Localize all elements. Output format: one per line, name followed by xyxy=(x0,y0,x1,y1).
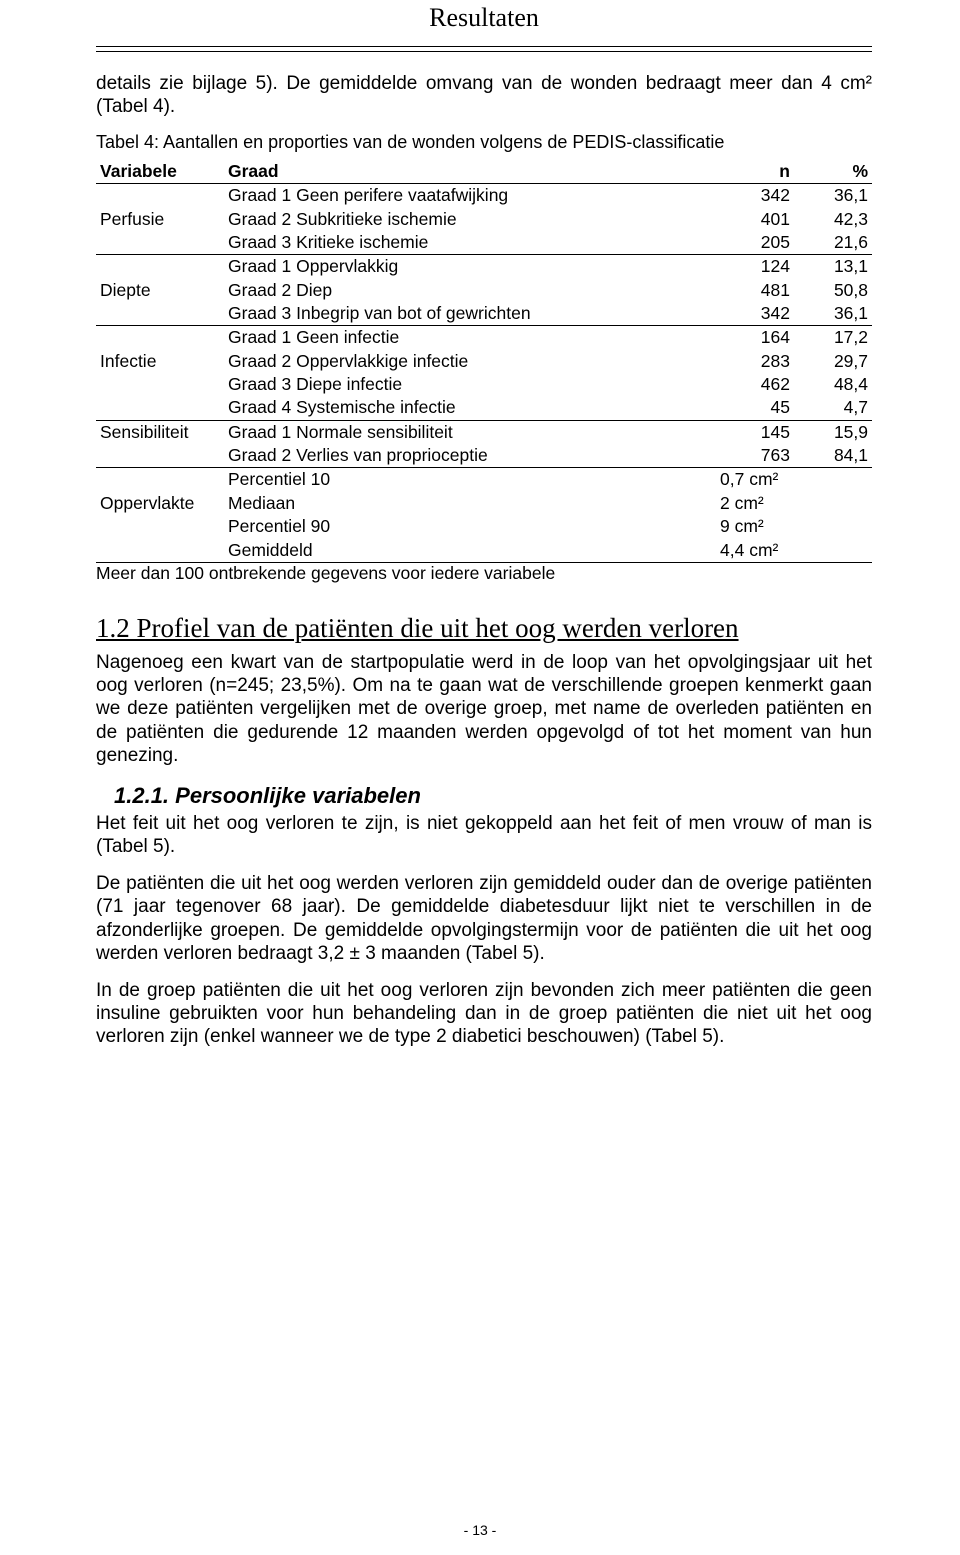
page-header: Resultaten xyxy=(96,0,872,40)
table-row: PerfusieGraad 2 Subkritieke ischemie4014… xyxy=(96,208,872,231)
table-row: DiepteGraad 2 Diep48150,8 xyxy=(96,279,872,302)
table-row: SensibiliteitGraad 1 Normale sensibilite… xyxy=(96,420,872,444)
pedis-table: Variabele Graad n % Graad 1 Geen perifer… xyxy=(96,160,872,563)
cell-pct: 36,1 xyxy=(794,302,872,326)
table-row: Graad 4 Systemische infectie454,7 xyxy=(96,396,872,420)
table-row: Graad 1 Geen perifere vaatafwijking34236… xyxy=(96,184,872,208)
table-row: Graad 1 Geen infectie16417,2 xyxy=(96,326,872,350)
row-label: Infectie xyxy=(96,350,224,373)
cell-pct: 13,1 xyxy=(794,255,872,279)
cell-graad: Graad 1 Oppervlakkig xyxy=(224,255,716,279)
table-row: InfectieGraad 2 Oppervlakkige infectie28… xyxy=(96,350,872,373)
page-number: - 13 - xyxy=(0,1522,960,1539)
cell-n: 462 xyxy=(716,373,794,396)
table-row: Graad 1 Oppervlakkig12413,1 xyxy=(96,255,872,279)
table-footer: Meer dan 100 ontbrekende gegevens voor i… xyxy=(96,563,872,584)
row-label xyxy=(96,373,224,396)
cell-graad: Graad 2 Oppervlakkige infectie xyxy=(224,350,716,373)
table-row: Graad 3 Inbegrip van bot of gewrichten34… xyxy=(96,302,872,326)
cell-graad: Graad 2 Diep xyxy=(224,279,716,302)
cell-n: 145 xyxy=(716,420,794,444)
cell-graad: Gemiddeld xyxy=(224,539,716,563)
subsection-paragraph-2: De patiënten die uit het oog werden verl… xyxy=(96,872,872,965)
cell-pct: 50,8 xyxy=(794,279,872,302)
table-row: OppervlakteMediaan2 cm² xyxy=(96,492,872,515)
cell-pct: 21,6 xyxy=(794,231,872,255)
cell-n: 401 xyxy=(716,208,794,231)
col-n: n xyxy=(716,160,794,184)
cell-n: 2 cm² xyxy=(716,492,872,515)
table-head: Variabele Graad n % xyxy=(96,160,872,184)
table-row: Gemiddeld4,4 cm² xyxy=(96,539,872,563)
cell-n: 283 xyxy=(716,350,794,373)
header-rule xyxy=(96,46,872,52)
cell-graad: Graad 3 Kritieke ischemie xyxy=(224,231,716,255)
cell-graad: Graad 4 Systemische infectie xyxy=(224,396,716,420)
subsection-paragraph-3: In de groep patiënten die uit het oog ve… xyxy=(96,979,872,1049)
cell-graad: Graad 3 Diepe infectie xyxy=(224,373,716,396)
cell-n: 205 xyxy=(716,231,794,255)
row-label: Perfusie xyxy=(96,208,224,231)
row-label xyxy=(96,255,224,279)
row-label xyxy=(96,326,224,350)
cell-n: 4,4 cm² xyxy=(716,539,872,563)
cell-n: 124 xyxy=(716,255,794,279)
cell-n: 763 xyxy=(716,444,794,468)
row-label: Diepte xyxy=(96,279,224,302)
row-label xyxy=(96,302,224,326)
cell-n: 45 xyxy=(716,396,794,420)
table-row: Graad 3 Diepe infectie46248,4 xyxy=(96,373,872,396)
row-label xyxy=(96,444,224,468)
cell-pct: 17,2 xyxy=(794,326,872,350)
table-row: Percentiel 909 cm² xyxy=(96,515,872,538)
cell-n: 342 xyxy=(716,184,794,208)
row-label xyxy=(96,468,224,492)
cell-graad: Graad 1 Geen infectie xyxy=(224,326,716,350)
cell-graad: Mediaan xyxy=(224,492,716,515)
row-label: Oppervlakte xyxy=(96,492,224,515)
row-label xyxy=(96,396,224,420)
row-label: Sensibiliteit xyxy=(96,420,224,444)
col-variabele: Variabele xyxy=(96,160,224,184)
cell-pct: 29,7 xyxy=(794,350,872,373)
subsection-heading: 1.2.1. Persoonlijke variabelen xyxy=(96,783,872,810)
cell-pct: 15,9 xyxy=(794,420,872,444)
table-row: Percentiel 100,7 cm² xyxy=(96,468,872,492)
cell-n: 342 xyxy=(716,302,794,326)
table-row: Graad 3 Kritieke ischemie20521,6 xyxy=(96,231,872,255)
row-label xyxy=(96,539,224,563)
section-paragraph-1: Nagenoeg een kwart van de startpopulatie… xyxy=(96,651,872,767)
cell-n: 164 xyxy=(716,326,794,350)
cell-graad: Graad 2 Subkritieke ischemie xyxy=(224,208,716,231)
cell-graad: Percentiel 90 xyxy=(224,515,716,538)
subsection-paragraph-1: Het feit uit het oog verloren te zijn, i… xyxy=(96,812,872,858)
cell-graad: Graad 2 Verlies van proprioceptie xyxy=(224,444,716,468)
cell-pct: 4,7 xyxy=(794,396,872,420)
cell-n: 9 cm² xyxy=(716,515,872,538)
table-row: Graad 2 Verlies van proprioceptie76384,1 xyxy=(96,444,872,468)
cell-pct: 42,3 xyxy=(794,208,872,231)
table-title: Tabel 4: Aantallen en proporties van de … xyxy=(96,132,872,154)
cell-n: 481 xyxy=(716,279,794,302)
cell-graad: Graad 3 Inbegrip van bot of gewrichten xyxy=(224,302,716,326)
col-pct: % xyxy=(794,160,872,184)
cell-graad: Percentiel 10 xyxy=(224,468,716,492)
cell-pct: 84,1 xyxy=(794,444,872,468)
cell-n: 0,7 cm² xyxy=(716,468,872,492)
row-label xyxy=(96,231,224,255)
header-title: Resultaten xyxy=(429,3,539,32)
section-heading: 1.2 Profiel van de patiënten die uit het… xyxy=(96,612,872,645)
col-graad: Graad xyxy=(224,160,716,184)
table-body: Graad 1 Geen perifere vaatafwijking34236… xyxy=(96,184,872,563)
row-label xyxy=(96,515,224,538)
cell-pct: 48,4 xyxy=(794,373,872,396)
cell-graad: Graad 1 Normale sensibiliteit xyxy=(224,420,716,444)
row-label xyxy=(96,184,224,208)
cell-graad: Graad 1 Geen perifere vaatafwijking xyxy=(224,184,716,208)
intro-paragraph: details zie bijlage 5). De gemiddelde om… xyxy=(96,72,872,118)
cell-pct: 36,1 xyxy=(794,184,872,208)
